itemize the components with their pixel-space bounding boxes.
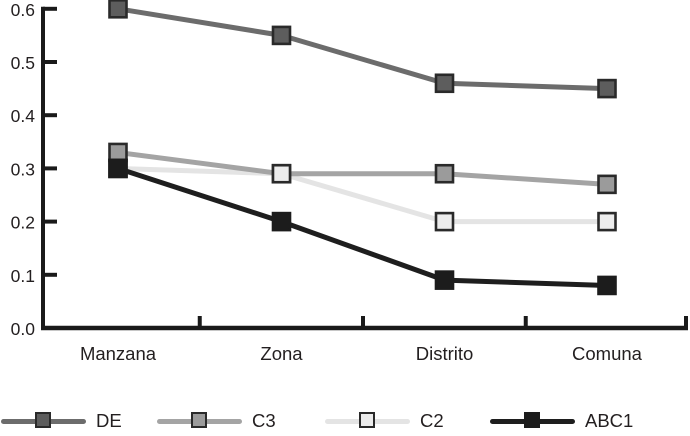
legend-label-C3: C3 — [252, 410, 276, 431]
series-line-ABC1 — [115, 165, 610, 288]
series-line-DE — [115, 6, 610, 92]
series-marker-ABC1-3 — [597, 275, 617, 296]
x-category-label: Zona — [260, 343, 303, 364]
legend-square-marker-icon — [359, 412, 375, 428]
series-line-C2 — [115, 165, 610, 225]
y-tick-label: 0.1 — [11, 266, 35, 286]
chart-legend: DE C3 C2 ABC1 — [0, 404, 690, 436]
legend-square-marker-icon — [35, 412, 51, 428]
legend-item-C3: C3 — [157, 404, 276, 436]
x-category-label: Comuna — [572, 343, 643, 364]
legend-square-marker-icon — [524, 412, 540, 428]
legend-item-ABC1: ABC1 — [490, 404, 633, 436]
legend-swatch-C3 — [157, 404, 242, 436]
series-marker-DE-0 — [108, 0, 128, 19]
legend-item-C2: C2 — [325, 404, 444, 436]
legend-label-DE: DE — [96, 410, 122, 431]
y-tick-label: 0.5 — [11, 53, 35, 73]
legend-label-C2: C2 — [420, 410, 444, 431]
legend-label-ABC1: ABC1 — [585, 410, 634, 431]
legend-item-DE: DE — [1, 404, 122, 436]
series-marker-C2-3 — [597, 211, 617, 232]
series-marker-ABC1-1 — [271, 211, 292, 232]
series-marker-C2-2 — [434, 211, 455, 232]
legend-swatch-C2 — [325, 404, 410, 436]
y-tick-label: 0.3 — [11, 159, 35, 179]
y-tick-label: 0.2 — [11, 213, 35, 233]
legend-square-marker-icon — [191, 412, 207, 428]
legend-swatch-ABC1 — [490, 404, 575, 436]
series-marker-ABC1-2 — [434, 270, 455, 290]
series-marker-DE-1 — [271, 25, 292, 46]
x-category-label: Distrito — [416, 343, 474, 364]
x-category-label: Manzana — [80, 343, 157, 364]
series-marker-C3-2 — [434, 163, 455, 184]
legend-swatch-DE — [1, 404, 86, 436]
series-line-C3 — [115, 149, 610, 187]
y-tick-label: 0.4 — [11, 106, 36, 126]
series-marker-DE-3 — [597, 78, 617, 99]
line-chart-canvas: 0.0 0.1 0.2 0.3 0.4 0.5 0.6 Manzana Zona Distrito… — [11, 0, 688, 364]
y-tick-label: 0.6 — [11, 0, 35, 20]
series-marker-ABC1-0 — [108, 158, 128, 179]
y-tick-label: 0.0 — [11, 319, 36, 339]
series-marker-C3-0 — [108, 142, 128, 163]
series-marker-C2-1 — [271, 163, 292, 184]
series-marker-C3-3 — [597, 174, 617, 195]
series-marker-DE-2 — [434, 73, 455, 94]
